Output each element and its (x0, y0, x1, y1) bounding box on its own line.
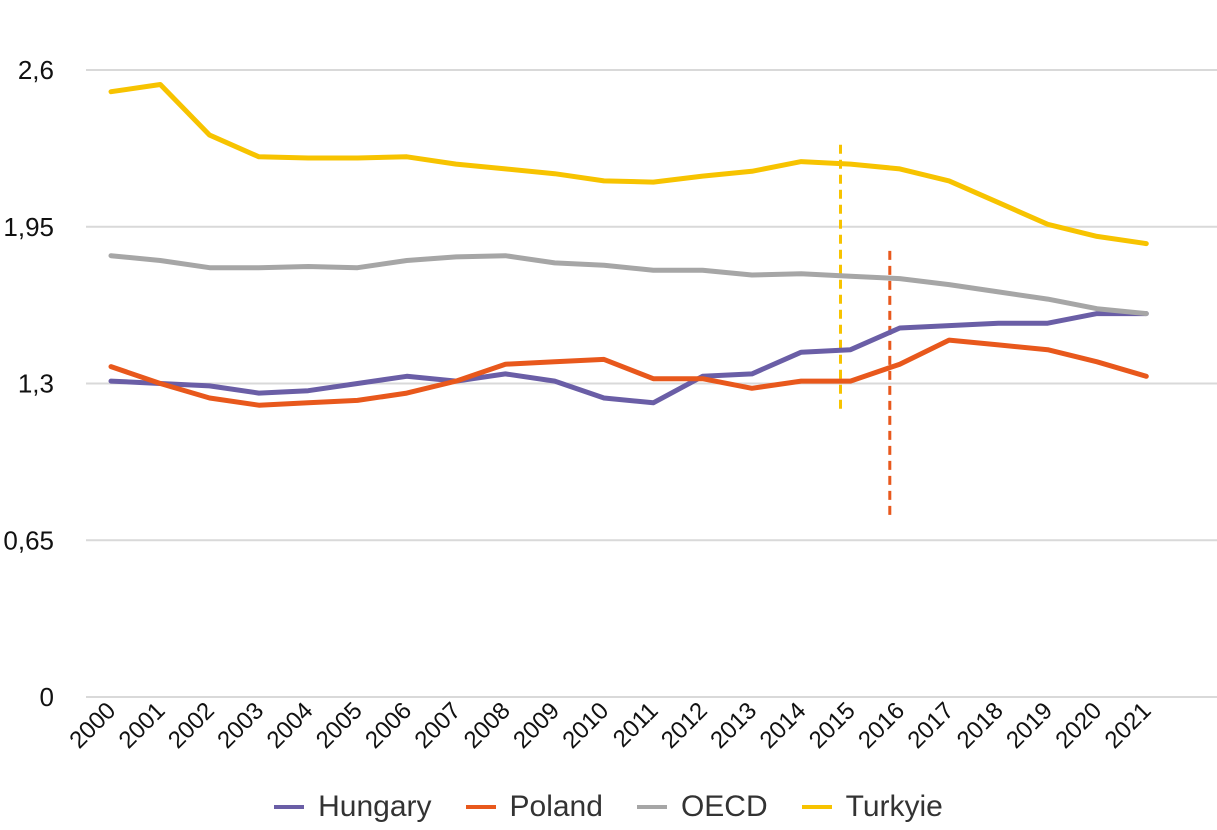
legend-item-hungary: Hungary (274, 790, 432, 824)
x-tick-label: 2018 (952, 697, 1009, 754)
x-tick-label: 2001 (114, 697, 171, 754)
y-tick-label: 0 (40, 682, 54, 712)
x-tick-label: 2002 (163, 697, 220, 754)
y-tick-label: 0,65 (3, 525, 54, 555)
x-tick-label: 2019 (1001, 697, 1058, 754)
x-tick-label: 2021 (1100, 697, 1157, 754)
series-line-hungary (108, 311, 1149, 406)
x-tick-label: 2011 (608, 697, 664, 753)
x-tick-label: 2004 (262, 697, 319, 754)
legend-swatch-oecd (636, 805, 667, 809)
series-line-poland (108, 337, 1149, 408)
y-tick-label: 1,3 (18, 369, 54, 399)
legend-swatch-hungary (274, 805, 305, 809)
y-tick-label: 1,95 (3, 212, 54, 242)
legend-swatch-poland (465, 805, 496, 809)
x-tick-label: 2016 (853, 697, 910, 754)
legend-label-hungary: Hungary (318, 790, 432, 823)
x-tick-label: 2006 (360, 697, 417, 754)
x-tick-label: 2012 (656, 697, 713, 754)
legend-label-turkyie: Turkyie (845, 790, 943, 823)
x-tick-label: 2008 (459, 697, 516, 754)
x-tick-label: 2017 (902, 697, 959, 754)
x-tick-label: 2020 (1050, 697, 1107, 754)
legend-item-turkyie: Turkyie (801, 790, 943, 824)
series-line-oecd (108, 253, 1149, 317)
gridlines (86, 69, 1217, 698)
y-tick-label: 2,6 (18, 55, 54, 85)
legend-label-oecd: OECD (680, 790, 768, 823)
legend-label-poland: Poland (509, 790, 603, 823)
x-tick-label: 2003 (212, 697, 269, 754)
x-tick-label: 2013 (705, 697, 762, 754)
x-tick-label: 2005 (311, 697, 368, 754)
x-tick-label: 2015 (804, 697, 861, 754)
legend-item-poland: Poland (465, 790, 603, 824)
y-axis-ticks: 0 0,65 1,3 1,95 2,6 (3, 55, 54, 712)
legend-item-oecd: OECD (636, 790, 768, 824)
legend: Hungary Poland OECD Turkyie (0, 784, 1217, 830)
x-tick-label: 2014 (755, 697, 812, 754)
x-tick-label: 2010 (557, 697, 614, 754)
series-line-turkyie (108, 82, 1149, 247)
legend-swatch-turkyie (801, 805, 832, 809)
x-axis-ticks: 2000200120022003200420052006200720082009… (64, 697, 1156, 754)
series-lines (108, 82, 1149, 408)
x-tick-label: 2009 (508, 697, 565, 754)
vertical-markers (839, 144, 892, 517)
x-tick-label: 2007 (409, 697, 466, 754)
x-tick-label: 2000 (64, 697, 121, 754)
